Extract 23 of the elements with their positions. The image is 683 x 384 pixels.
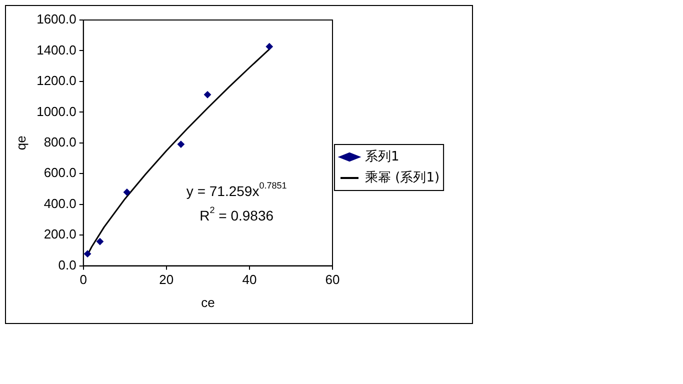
legend-label: 乘幂 (系列1)	[365, 170, 440, 186]
x-axis-title: ce	[201, 294, 215, 310]
point	[123, 188, 130, 196]
x-tick-label: 0	[80, 272, 87, 288]
y-tick-label: 400.0	[44, 196, 76, 211]
y-axis-title: qe	[13, 136, 28, 150]
y-tick-label: 200.0	[44, 226, 76, 242]
x-tick-label: 20	[159, 272, 174, 288]
y-tick-label: 1400.0	[36, 42, 76, 58]
point	[96, 238, 104, 246]
y-tick-label: 600.0	[44, 165, 76, 180]
y-tick-label: 1000.0	[36, 104, 76, 119]
y-tick-label: 1600.0	[36, 12, 76, 27]
legend-label: 系列1	[365, 149, 400, 164]
y-tick-label: 1200.0	[36, 73, 76, 88]
point	[204, 91, 212, 98]
x-tick-label: 60	[325, 272, 340, 288]
y-tick-label: 800.0	[44, 134, 76, 150]
y-tick-label: 0.0	[58, 257, 76, 272]
point	[177, 140, 184, 148]
point	[266, 43, 273, 50]
x-tick-label: 40	[242, 272, 257, 288]
point	[84, 250, 92, 258]
